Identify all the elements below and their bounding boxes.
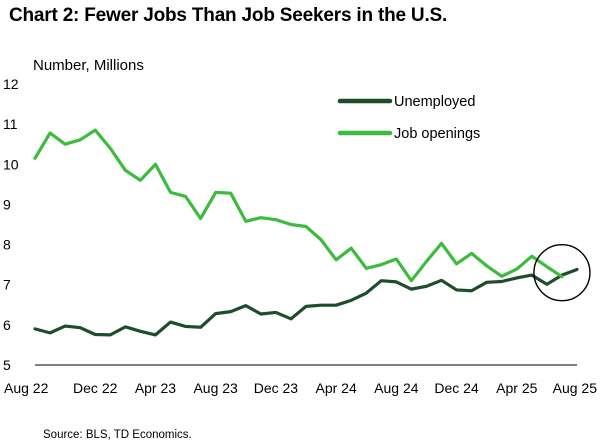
y-tick-label: 6	[3, 317, 11, 333]
series-line-unemployed	[33, 267, 579, 337]
x-tick-label: Dec 24	[434, 380, 479, 396]
y-tick-label: 10	[3, 156, 19, 172]
x-tick-label: Apr 25	[496, 380, 537, 396]
x-tick-label: Dec 22	[73, 380, 118, 396]
x-tick-label: Aug 24	[374, 380, 419, 396]
source-note: Source: BLS, TD Economics.	[43, 429, 192, 441]
highlight-circle	[533, 243, 591, 302]
y-tick-label: 11	[3, 116, 18, 132]
x-tick-label: Aug 23	[193, 380, 238, 396]
legend-label: Job openings	[394, 126, 480, 142]
x-tick-label: Aug 25	[553, 380, 598, 396]
x-tick-label: Aug 22	[4, 380, 49, 396]
y-axis-label: Number, Millions	[33, 57, 144, 74]
x-tick-label: Dec 23	[254, 380, 299, 396]
y-tick-label: 9	[3, 196, 11, 212]
y-tick-label: 7	[3, 277, 11, 293]
y-tick-label: 12	[3, 76, 19, 92]
series-line-job-openings	[33, 128, 564, 283]
legend-label: Unemployed	[394, 94, 475, 110]
y-tick-label: 8	[3, 237, 11, 253]
x-tick-label: Apr 23	[135, 380, 176, 396]
chart-title: Chart 2: Fewer Jobs Than Job Seekers in …	[9, 5, 448, 26]
y-tick-label: 5	[3, 357, 11, 373]
x-tick-label: Apr 24	[315, 380, 356, 396]
